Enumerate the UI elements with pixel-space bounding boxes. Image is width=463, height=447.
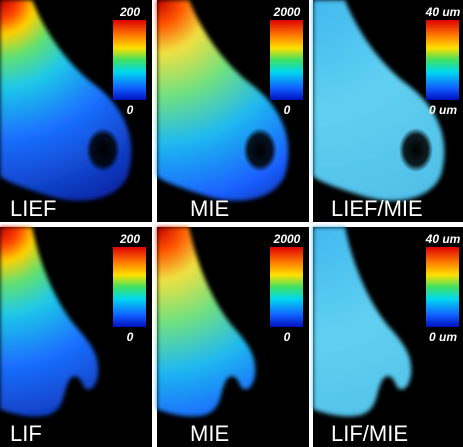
colorbar-max-label: 40 um (425, 232, 461, 246)
colorbar (270, 20, 303, 100)
colorbar (270, 247, 303, 327)
colorbar-min-label: 0 (127, 103, 134, 117)
spray-void (243, 128, 277, 172)
panel: 2000 0 MIE (157, 0, 309, 222)
colorbar-min-label: 0 (284, 330, 291, 344)
colorbar-max-label: 2000 (273, 5, 301, 19)
panel-label: MIE (190, 196, 229, 221)
colorbar (113, 247, 146, 327)
colorbar-min-label: 0 um (429, 330, 457, 344)
panel-label: LIF (10, 421, 42, 446)
panel: 200 0 LIF (0, 227, 152, 447)
colorbar-min-label: 0 (127, 330, 134, 344)
panel-label: LIEF (10, 196, 56, 221)
panel: 200 0 LIEF (0, 0, 152, 222)
panel: 2000 0 MIE (157, 227, 309, 447)
colorbar-max-label: 2000 (273, 232, 301, 246)
spray-void (86, 128, 120, 172)
colorbar-max-label: 200 (119, 232, 140, 246)
colorbar (426, 20, 459, 100)
panel-label: LIF/MIE (331, 421, 408, 446)
colorbar (426, 247, 459, 327)
panel: 40 um 0 um LIF/MIE (313, 227, 463, 447)
colorbar-max-label: 200 (119, 5, 140, 19)
colorbar-max-label: 40 um (425, 5, 461, 19)
panel: 40 um 0 um LIEF/MIE (313, 0, 463, 222)
figure: 2000LIEF20000MIE40 um0 umLIEF/MIE2000LIF… (0, 0, 463, 447)
panel-label: LIEF/MIE (331, 196, 423, 221)
spray-void (399, 128, 433, 172)
colorbar-min-label: 0 (284, 103, 291, 117)
colorbar (113, 20, 146, 100)
panel-label: MIE (190, 421, 229, 446)
colorbar-min-label: 0 um (429, 103, 457, 117)
